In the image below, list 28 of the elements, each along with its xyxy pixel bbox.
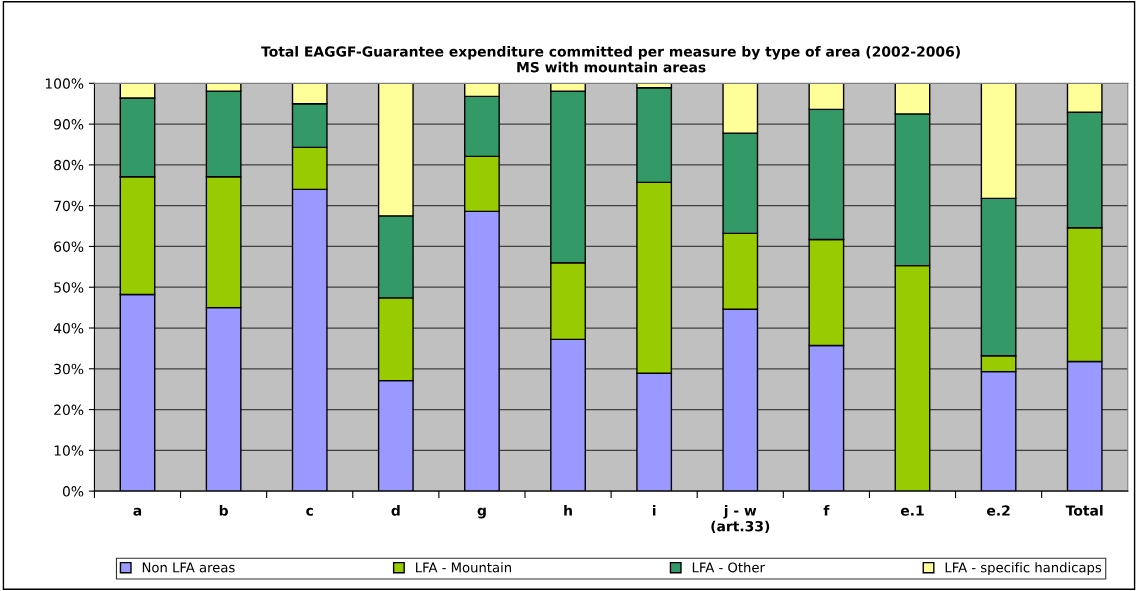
y-tick-label: 90% (54, 119, 84, 130)
y-tick-label: 60% (54, 241, 84, 252)
y-tick-label: 100% (45, 78, 84, 89)
x-tick-label: b (219, 505, 228, 516)
y-tick-label: 0% (62, 486, 84, 497)
legend-label: LFA - Other (692, 562, 765, 573)
x-tick-label: h (564, 505, 572, 516)
y-tick-label: 30% (54, 363, 84, 375)
legend-label: LFA - Mountain (416, 562, 511, 573)
legend-label: Non LFA areas (142, 562, 235, 573)
x-tick-label: Total (1065, 505, 1103, 516)
legend-label: LFA - specific handicaps (945, 562, 1102, 575)
x-tick-label: i (652, 505, 656, 516)
y-tick-label: 10% (54, 445, 84, 456)
x-tick-label: c (306, 507, 313, 516)
x-tick-label: e.2 (987, 505, 1010, 516)
y-tick-label: 20% (54, 404, 84, 416)
y-tick-label: 70% (54, 200, 84, 212)
y-tick-label: 50% (54, 282, 84, 293)
y-tick-label: 40% (53, 322, 84, 334)
x-tick-label: j - w (art.33) (711, 505, 770, 534)
x-tick-label: g (477, 507, 486, 519)
x-tick-label: a (133, 507, 142, 516)
x-tick-label: d (391, 505, 400, 516)
x-tick-label: e.1 (900, 505, 924, 516)
y-tick-label: 80% (54, 159, 84, 171)
x-tick-label: f (823, 505, 830, 516)
chart-title: Total EAGGF-Guarantee expenditure committed per measure by type of area (2002-2006) MS with mountain areas (261, 46, 960, 73)
